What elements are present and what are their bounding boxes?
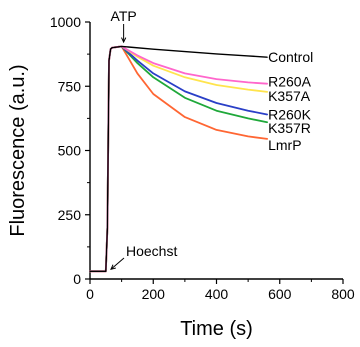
annotation-arrow (110, 257, 125, 270)
y-tick-label: 250 (58, 207, 82, 223)
y-axis-title: Fluorescence (a.u.) (7, 64, 29, 236)
x-tick-label: 600 (268, 286, 292, 302)
y-tick-label: 500 (58, 143, 82, 159)
x-tick-label: 200 (142, 286, 166, 302)
series-line-control (89, 45, 268, 272)
series-line-k357a (89, 45, 269, 273)
annotation-hoechst: Hoechst (126, 243, 177, 259)
annotation-arrowhead (110, 264, 116, 271)
series-line-lmrp (89, 45, 269, 273)
series-lines (89, 45, 269, 273)
series-line-k357r (89, 45, 269, 273)
y-tick-label: 750 (58, 78, 82, 94)
annotations: ATP Hoechst (110, 8, 177, 271)
axes: 0 200 400 600 800 0 250 500 750 1000 (50, 14, 355, 302)
series-line-r260k (89, 45, 269, 273)
annotation-arrowhead (121, 37, 127, 44)
x-tick-label: 400 (205, 286, 229, 302)
series-label-lmrp: LmrP (268, 137, 301, 153)
series-label-k357a: K357A (268, 88, 311, 104)
y-tick-label: 1000 (50, 14, 81, 30)
y-tick-label: 0 (73, 271, 81, 287)
x-tick-label: 800 (331, 286, 355, 302)
series-label-k357r: K357R (268, 120, 311, 136)
series-label-r260a: R260A (268, 74, 311, 90)
x-tick-label: 0 (86, 286, 94, 302)
series-label-control: Control (268, 49, 313, 65)
series-label-r260k: R260K (268, 107, 311, 123)
annotation-atp: ATP (111, 8, 137, 24)
series-line-r260a (89, 45, 269, 273)
x-axis-title: Time (s) (180, 318, 253, 340)
